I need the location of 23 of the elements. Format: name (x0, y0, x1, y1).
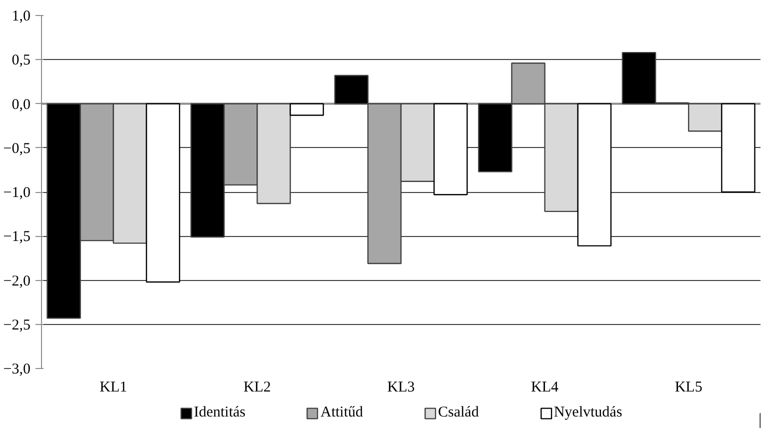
bar (146, 103, 180, 283)
y-tick-label: −2,0 (3, 273, 31, 290)
y-tick-label: −0,5 (3, 140, 31, 157)
y-tick-label: −1,0 (3, 185, 31, 201)
y-tick-label: −2,5 (3, 317, 31, 334)
x-tick-label: KL1 (100, 380, 128, 396)
x-tick-label: KL4 (531, 380, 560, 396)
bar (577, 103, 612, 246)
legend-label: Attitűd (320, 404, 364, 422)
bar (721, 103, 756, 193)
y-tick-label: 1,0 (12, 8, 30, 24)
x-tick-label: KL3 (387, 380, 415, 396)
y-tick-label: −1,5 (3, 229, 31, 246)
legend-label: Identitás (194, 404, 246, 422)
legend-label: Nyelvtudás (554, 404, 622, 422)
bar (433, 103, 468, 196)
x-tick-label: KL2 (243, 380, 271, 396)
y-tick-label: 0,0 (12, 96, 30, 113)
bar (290, 103, 324, 116)
legend-label: Család (438, 404, 479, 422)
x-tick-label: KL5 (674, 380, 702, 396)
y-tick-label: 0,5 (12, 52, 30, 69)
y-tick-label: −3,0 (3, 362, 31, 378)
